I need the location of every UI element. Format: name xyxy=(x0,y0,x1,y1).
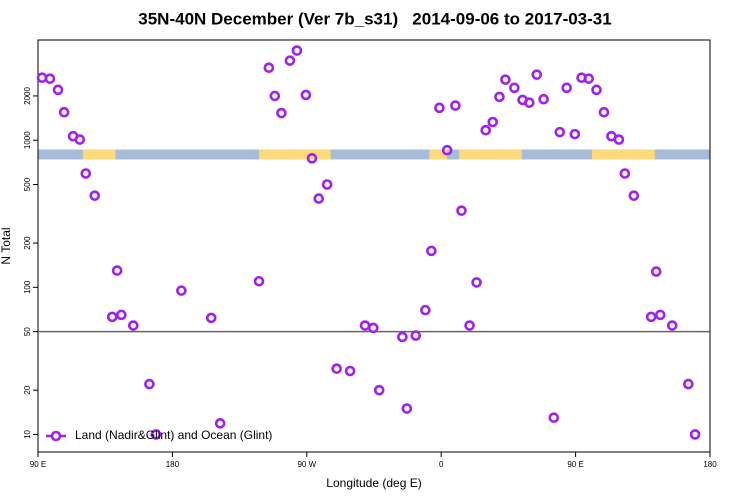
data-point xyxy=(367,322,379,334)
data-point xyxy=(401,403,413,414)
data-point xyxy=(116,309,127,321)
data-point xyxy=(434,102,445,114)
data-point xyxy=(52,84,64,96)
data-point xyxy=(441,144,453,156)
y-axis-label: N Total xyxy=(0,227,13,264)
data-point xyxy=(89,190,101,201)
data-point xyxy=(683,378,694,390)
data-point xyxy=(509,82,520,94)
data-point xyxy=(583,73,595,84)
legend-marker xyxy=(50,430,62,442)
data-point xyxy=(561,82,572,94)
data-point xyxy=(331,363,342,374)
land-band xyxy=(82,149,116,160)
data-point xyxy=(397,331,408,343)
data-point xyxy=(619,168,631,179)
data-point xyxy=(554,126,566,138)
x-tick-label: 90 E xyxy=(567,460,583,469)
data-point xyxy=(276,107,287,119)
data-point xyxy=(650,266,662,277)
x-axis-label: Longitude (deg E) xyxy=(326,476,421,490)
data-point xyxy=(487,116,499,128)
data-point xyxy=(654,309,666,321)
data-point xyxy=(531,69,543,80)
chart-title: 35N-40N December (Ver 7b_s31) 2014-09-06… xyxy=(138,9,611,28)
x-tick-label: 180 xyxy=(703,460,717,469)
data-point xyxy=(253,275,265,287)
data-point xyxy=(538,93,549,105)
data-point xyxy=(127,320,139,331)
data-point xyxy=(344,365,356,377)
data-point xyxy=(613,134,625,145)
land-band xyxy=(592,149,655,160)
data-point xyxy=(471,277,482,288)
data-point xyxy=(58,106,70,118)
data-point xyxy=(306,153,318,164)
data-point xyxy=(291,45,303,56)
y-tick-label: 2000 xyxy=(23,86,32,104)
data-point xyxy=(500,74,511,85)
data-point xyxy=(321,179,333,190)
y-tick-label: 10 xyxy=(23,429,32,438)
data-point xyxy=(628,190,640,201)
data-point xyxy=(205,312,217,324)
land-band xyxy=(429,149,448,160)
x-tick-label: 90 W xyxy=(297,460,316,469)
x-tick-label: 90 E xyxy=(30,460,46,469)
y-tick-label: 200 xyxy=(23,236,32,250)
y-tick-label: 500 xyxy=(23,177,32,191)
ocean-band xyxy=(38,149,710,160)
data-point xyxy=(263,62,275,74)
data-point xyxy=(450,100,461,111)
data-point xyxy=(313,193,325,204)
data-point xyxy=(645,311,657,323)
data-point xyxy=(44,73,56,84)
data-point xyxy=(176,285,187,296)
data-point xyxy=(494,91,505,103)
x-tick-label: 180 xyxy=(166,460,180,469)
data-point xyxy=(300,89,312,101)
data-point xyxy=(591,84,602,96)
data-point xyxy=(524,97,535,108)
data-point xyxy=(480,124,492,136)
land-band xyxy=(459,149,522,160)
data-point xyxy=(420,304,431,316)
data-point xyxy=(598,106,610,118)
y-tick-label: 1000 xyxy=(23,131,32,149)
data-point xyxy=(464,320,475,331)
data-point xyxy=(80,168,92,179)
data-point xyxy=(689,429,701,440)
data-point xyxy=(373,384,385,396)
data-point xyxy=(144,378,155,390)
plot-frame xyxy=(37,39,711,453)
data-point xyxy=(74,134,86,145)
data-point xyxy=(269,90,281,102)
data-point xyxy=(426,245,437,257)
data-point xyxy=(410,330,422,341)
data-point xyxy=(456,205,467,216)
data-point xyxy=(214,418,226,429)
data-point xyxy=(548,412,560,424)
data-point xyxy=(150,429,162,440)
data-point xyxy=(569,128,581,140)
data-point xyxy=(111,265,123,276)
data-point xyxy=(106,311,118,323)
data-point xyxy=(284,55,296,66)
data-point xyxy=(666,320,678,331)
y-tick-label: 50 xyxy=(23,327,32,336)
legend-label: Land (Nadir&Glint) and Ocean (Glint) xyxy=(75,428,272,442)
land-band xyxy=(259,149,331,160)
y-tick-label: 100 xyxy=(23,280,32,294)
y-tick-label: 20 xyxy=(23,385,32,394)
x-tick-label: 0 xyxy=(439,460,444,469)
